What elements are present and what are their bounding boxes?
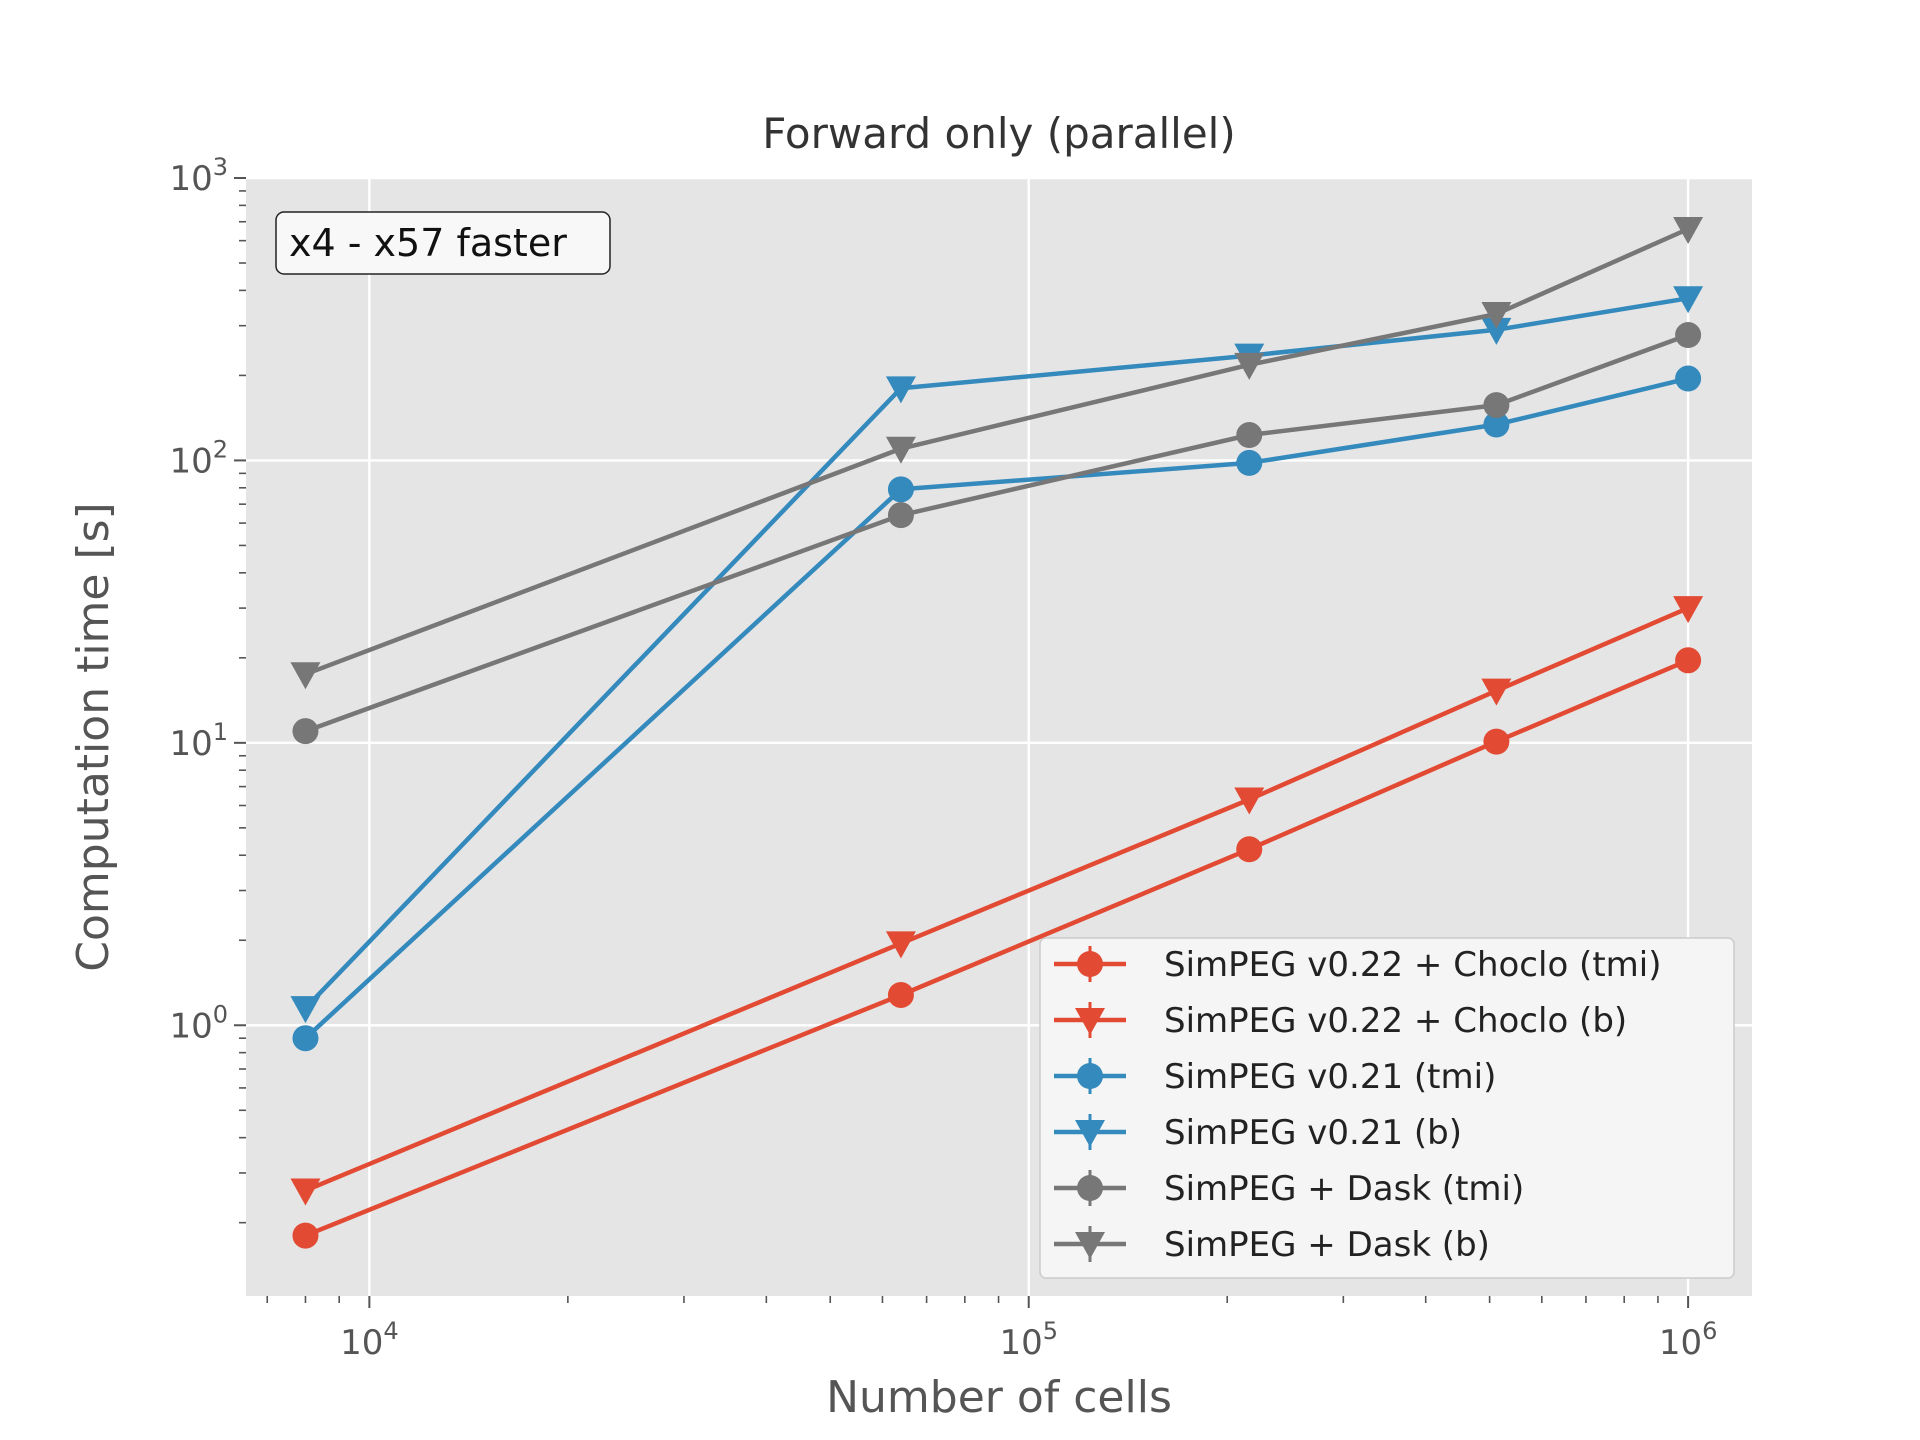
legend-marker bbox=[1077, 951, 1103, 977]
data-point bbox=[1481, 678, 1512, 706]
x-tick-label: 105 bbox=[999, 1317, 1058, 1363]
data-point bbox=[1673, 216, 1704, 244]
annotation-frame bbox=[275, 211, 611, 275]
data-point bbox=[290, 996, 321, 1024]
series-layer bbox=[290, 216, 1704, 1249]
data-point bbox=[292, 718, 319, 745]
series-3 bbox=[292, 365, 1702, 1052]
y-tick-label: 102 bbox=[169, 435, 228, 481]
legend-entry: SimPEG + Dask (b) bbox=[1054, 1225, 1490, 1265]
legend-entry: SimPEG v0.21 (b) bbox=[1054, 1113, 1462, 1153]
series-2 bbox=[290, 596, 1704, 1206]
annotation-text: x4 - x57 faster bbox=[289, 221, 567, 265]
legend-label: SimPEG v0.21 (b) bbox=[1164, 1113, 1462, 1153]
legend-entry: SimPEG + Dask (tmi) bbox=[1054, 1169, 1524, 1209]
legend-marker bbox=[1077, 1063, 1103, 1089]
data-point bbox=[1483, 392, 1510, 419]
legend: SimPEG v0.22 + Choclo (tmi) SimPEG v0.22 … bbox=[1039, 937, 1735, 1279]
data-point bbox=[887, 476, 914, 503]
data-point bbox=[1675, 365, 1702, 392]
y-tick-label: 101 bbox=[169, 718, 228, 764]
data-point bbox=[1675, 647, 1702, 674]
legend-marker bbox=[1077, 1175, 1103, 1201]
annotation-box: x4 - x57 faster bbox=[275, 211, 611, 275]
data-point bbox=[885, 376, 916, 404]
data-point bbox=[887, 981, 914, 1008]
legend-label: SimPEG v0.22 + Choclo (tmi) bbox=[1164, 945, 1661, 985]
data-point bbox=[1673, 596, 1704, 624]
data-point bbox=[887, 502, 914, 529]
x-axis-label: Number of cells bbox=[826, 1372, 1172, 1423]
chart-title: Forward only (parallel) bbox=[762, 109, 1235, 158]
legend-marker bbox=[1075, 1120, 1105, 1147]
data-point bbox=[885, 931, 916, 959]
y-tick-label: 100 bbox=[169, 1000, 228, 1046]
legend-entry: SimPEG v0.22 + Choclo (tmi) bbox=[1054, 945, 1661, 985]
data-point bbox=[290, 662, 321, 690]
series-1 bbox=[292, 647, 1702, 1249]
data-point bbox=[292, 1222, 319, 1249]
data-point bbox=[292, 1025, 319, 1052]
y-tick-label: 103 bbox=[169, 153, 228, 199]
series-6 bbox=[290, 216, 1704, 690]
legend-label: SimPEG + Dask (b) bbox=[1164, 1225, 1490, 1265]
legend-marker bbox=[1075, 1008, 1105, 1035]
legend-label: SimPEG v0.22 + Choclo (b) bbox=[1164, 1001, 1627, 1041]
legend-frame bbox=[1039, 937, 1735, 1279]
data-point bbox=[1481, 301, 1512, 329]
x-tick-label: 104 bbox=[340, 1317, 399, 1363]
data-point bbox=[1483, 411, 1510, 438]
data-point bbox=[1481, 317, 1512, 345]
axis-ticks: 104 105 106 100 101 102 103 bbox=[169, 153, 1717, 1363]
legend-entry: SimPEG v0.22 + Choclo (b) bbox=[1054, 1001, 1627, 1041]
data-point bbox=[1236, 836, 1263, 863]
data-point bbox=[1483, 728, 1510, 755]
data-point bbox=[1236, 422, 1263, 449]
data-point bbox=[885, 436, 916, 464]
legend-label: SimPEG + Dask (tmi) bbox=[1164, 1169, 1524, 1209]
data-point bbox=[1234, 352, 1265, 380]
legend-label: SimPEG v0.21 (tmi) bbox=[1164, 1057, 1496, 1097]
x-tick-label: 106 bbox=[1659, 1317, 1718, 1363]
legend-marker bbox=[1075, 1232, 1105, 1259]
data-point bbox=[1673, 286, 1704, 314]
y-axis-label: Computation time [s] bbox=[68, 502, 119, 971]
data-point bbox=[1234, 787, 1265, 815]
data-point bbox=[290, 1178, 321, 1206]
legend-entry: SimPEG v0.21 (tmi) bbox=[1054, 1057, 1496, 1097]
data-point bbox=[1675, 322, 1702, 349]
data-point bbox=[1236, 449, 1263, 476]
series-5 bbox=[292, 322, 1702, 745]
